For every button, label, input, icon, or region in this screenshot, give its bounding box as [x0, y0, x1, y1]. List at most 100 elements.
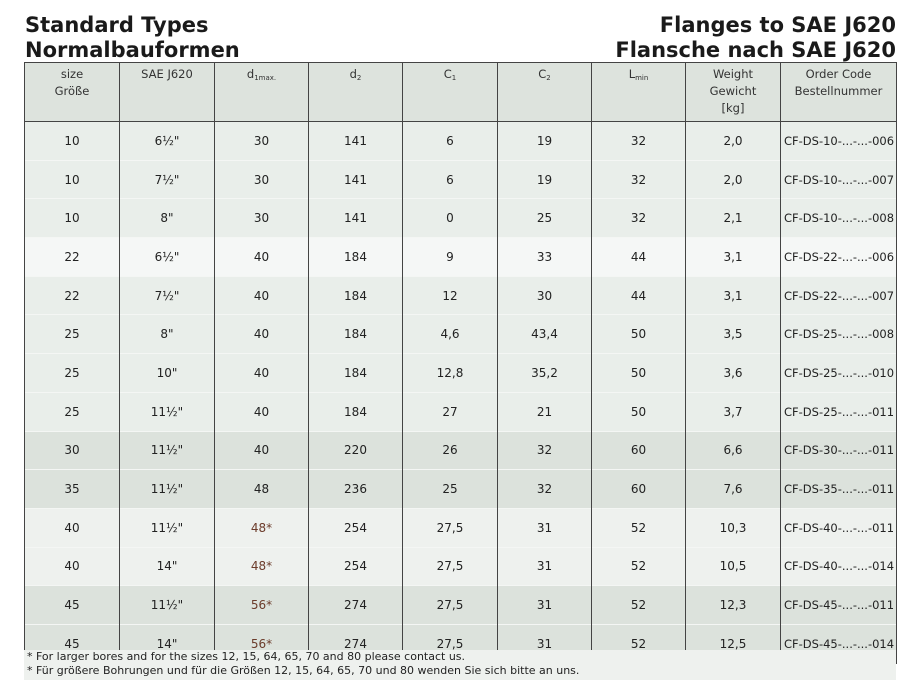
cell-c1: 12,8 — [402, 353, 498, 393]
header-line: Weight — [712, 67, 754, 81]
cell-d1max: 48 — [214, 469, 309, 509]
header-c2: C2 — [497, 62, 592, 122]
cell-weight: 10,3 — [685, 507, 781, 548]
cell-size: 10 — [24, 159, 120, 199]
header-subscript: min — [635, 74, 649, 82]
cell-c1: 27 — [402, 391, 498, 431]
table-row: 35 11½" 48 236 25 32 60 7,6 CF-DS-35-...-...-011 — [24, 469, 897, 509]
cell-c2: 43,4 — [497, 314, 592, 354]
cell-size: 25 — [24, 391, 120, 431]
cell-c2: 19 — [497, 121, 592, 161]
cell-weight: 7,6 — [685, 469, 781, 509]
header-line: [kg] — [721, 101, 745, 115]
cell-weight: 3,6 — [685, 353, 781, 393]
cell-d2: 274 — [308, 585, 403, 625]
cell-lmin: 52 — [591, 585, 686, 625]
header-line: Bestellnummer — [794, 84, 883, 98]
cell-d1max: 30 — [214, 198, 309, 238]
table-row: 40 14" 48* 254 27,5 31 52 10,5 CF-DS-40-...-...-… — [24, 546, 897, 586]
table-row: 40 11½" 48* 254 27,5 31 52 10,3 CF-DS-40-...-...… — [24, 507, 897, 548]
cell-size: 22 — [24, 275, 120, 315]
header-line: Gewicht — [709, 84, 757, 98]
cell-d1max: 40 — [214, 314, 309, 354]
cell-weight: 3,1 — [685, 275, 781, 315]
cell-order-code: CF-DS-30-...-...-011 — [780, 430, 897, 470]
cell-order-code: CF-DS-25-...-...-011 — [780, 391, 897, 431]
cell-c2: 31 — [497, 585, 592, 625]
cell-lmin: 44 — [591, 237, 686, 277]
cell-d2: 141 — [308, 159, 403, 199]
cell-c1: 27,5 — [402, 507, 498, 548]
table-row: 10 8" 30 141 0 25 32 2,1 CF-DS-10-...-...-008 — [24, 198, 897, 238]
header-line: Order Code — [805, 67, 872, 81]
cell-sae-j620: 11½" — [119, 430, 215, 470]
cell-c2: 30 — [497, 275, 592, 315]
cell-d2: 184 — [308, 391, 403, 431]
cell-lmin: 60 — [591, 430, 686, 470]
header-line: Größe — [54, 84, 90, 98]
footnote-english: * For larger bores and for the sizes 12,… — [27, 650, 466, 663]
table-row: 22 7½" 40 184 12 30 44 3,1 CF-DS-22-...-...-007 — [24, 275, 897, 315]
cell-c1: 0 — [402, 198, 498, 238]
cell-size: 40 — [24, 546, 120, 586]
cell-size: 10 — [24, 121, 120, 161]
cell-d1max: 30 — [214, 121, 309, 161]
header-row: size Größe SAE J620 d1max. d2 C1 C2 Lmin Weight G… — [24, 62, 897, 122]
cell-order-code: CF-DS-40-...-...-011 — [780, 507, 897, 548]
cell-lmin: 32 — [591, 121, 686, 161]
footnote-german: * Für größere Bohrungen und für die Größ… — [27, 664, 580, 677]
cell-order-code: CF-DS-10-...-...-006 — [780, 121, 897, 161]
cell-sae-j620: 6½" — [119, 237, 215, 277]
cell-d1max: 40 — [214, 237, 309, 277]
cell-c2: 31 — [497, 507, 592, 548]
cell-order-code: CF-DS-10-...-...-008 — [780, 198, 897, 238]
cell-weight: 2,1 — [685, 198, 781, 238]
cell-lmin: 50 — [591, 391, 686, 431]
cell-weight: 2,0 — [685, 159, 781, 199]
cell-d2: 141 — [308, 198, 403, 238]
cell-weight: 2,0 — [685, 121, 781, 161]
cell-c2: 19 — [497, 159, 592, 199]
cell-d2: 236 — [308, 469, 403, 509]
cell-c2: 25 — [497, 198, 592, 238]
cell-weight: 3,7 — [685, 391, 781, 431]
title-english: Standard Types — [25, 13, 209, 37]
cell-weight: 12,5 — [685, 623, 781, 664]
title-german: Flansche nach SAE J620 — [615, 38, 896, 62]
header-symbol: C — [443, 67, 452, 81]
cell-weight: 6,6 — [685, 430, 781, 470]
cell-order-code: CF-DS-10-...-...-007 — [780, 159, 897, 199]
table-row: 30 11½" 40 220 26 32 60 6,6 CF-DS-30-...-...-011 — [24, 430, 897, 470]
cell-c1: 26 — [402, 430, 498, 470]
cell-size: 35 — [24, 469, 120, 509]
cell-d2: 141 — [308, 121, 403, 161]
cell-order-code: CF-DS-25-...-...-008 — [780, 314, 897, 354]
cell-size: 25 — [24, 314, 120, 354]
cell-d2: 254 — [308, 507, 403, 548]
cell-size: 30 — [24, 430, 120, 470]
cell-d1max: 56* — [214, 585, 309, 625]
header-subscript: 2 — [356, 74, 362, 82]
cell-lmin: 32 — [591, 159, 686, 199]
table-row: 10 6½" 30 141 6 19 32 2,0 CF-DS-10-...-...-006 — [24, 121, 897, 161]
cell-sae-j620: 11½" — [119, 469, 215, 509]
cell-sae-j620: 14" — [119, 546, 215, 586]
page-title-left: Standard Types Normalbauformen — [25, 13, 240, 63]
header-d2: d2 — [308, 62, 403, 122]
cell-c1: 4,6 — [402, 314, 498, 354]
cell-c1: 6 — [402, 121, 498, 161]
header-line: SAE J620 — [141, 67, 193, 81]
page-title-right: Flanges to SAE J620 Flansche nach SAE J6… — [615, 13, 896, 63]
cell-sae-j620: 7½" — [119, 159, 215, 199]
cell-d1max: 40 — [214, 275, 309, 315]
table-row: 22 6½" 40 184 9 33 44 3,1 CF-DS-22-...-...-006 — [24, 237, 897, 277]
cell-c1: 6 — [402, 159, 498, 199]
header-sae-j620: SAE J620 — [119, 62, 215, 122]
header-lmin: Lmin — [591, 62, 686, 122]
cell-sae-j620: 11½" — [119, 507, 215, 548]
cell-d2: 220 — [308, 430, 403, 470]
cell-lmin: 50 — [591, 353, 686, 393]
cell-lmin: 32 — [591, 198, 686, 238]
cell-order-code: CF-DS-40-...-...-014 — [780, 546, 897, 586]
footnotes: * For larger bores and for the sizes 12,… — [24, 650, 896, 680]
